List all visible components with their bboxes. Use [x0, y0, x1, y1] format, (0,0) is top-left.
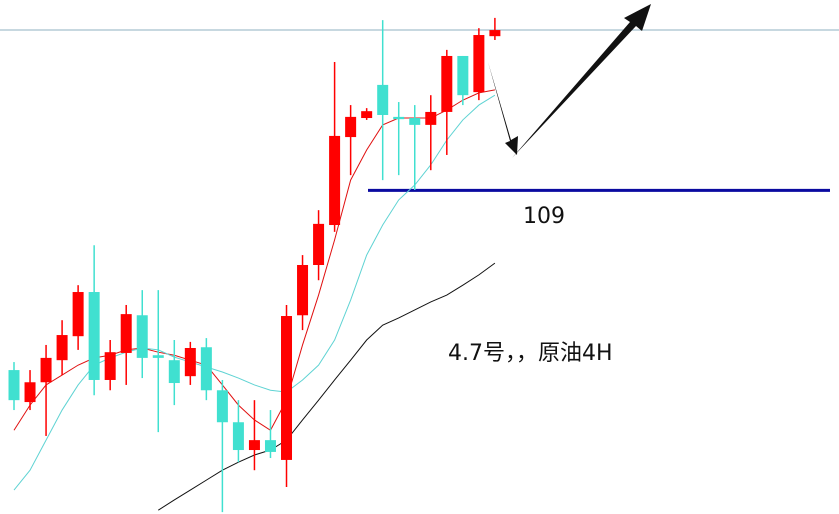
candle-body — [264, 440, 276, 452]
candle-body — [281, 316, 293, 460]
candle-body — [184, 347, 196, 377]
candle-body — [361, 111, 373, 119]
candle-body — [8, 370, 20, 401]
annotation: 4.7号，，原油4H — [448, 341, 613, 366]
candle-body — [425, 111, 437, 125]
candle-body — [248, 440, 260, 451]
candle-body — [168, 360, 180, 384]
ma-line — [13, 89, 495, 431]
candle-body — [313, 223, 325, 265]
candle-body — [457, 55, 469, 96]
candle-body — [24, 382, 36, 403]
candle-body — [88, 292, 100, 380]
arrow-down — [488, 62, 518, 155]
candle-body — [441, 55, 453, 112]
candle-body — [40, 357, 52, 383]
plot-area — [8, 17, 830, 513]
candle-body — [409, 118, 421, 125]
candle-body — [393, 116, 405, 120]
ma-line — [158, 262, 496, 511]
candle-body — [152, 355, 164, 358]
candle-body — [232, 422, 244, 451]
candle-body — [329, 135, 341, 226]
candle-body — [473, 35, 485, 93]
arrow-up — [512, 4, 651, 158]
candle-body — [345, 116, 357, 138]
candle-body — [120, 314, 132, 353]
level-label: 109 — [523, 204, 565, 229]
candle-body — [200, 347, 212, 391]
candle-body — [297, 264, 309, 316]
candle-body — [56, 335, 68, 361]
candle-body — [216, 390, 228, 423]
candle-body — [104, 352, 116, 380]
candle-body — [136, 315, 148, 358]
candle-body — [377, 84, 389, 115]
candle-body — [489, 30, 501, 37]
candle-body — [72, 292, 84, 337]
